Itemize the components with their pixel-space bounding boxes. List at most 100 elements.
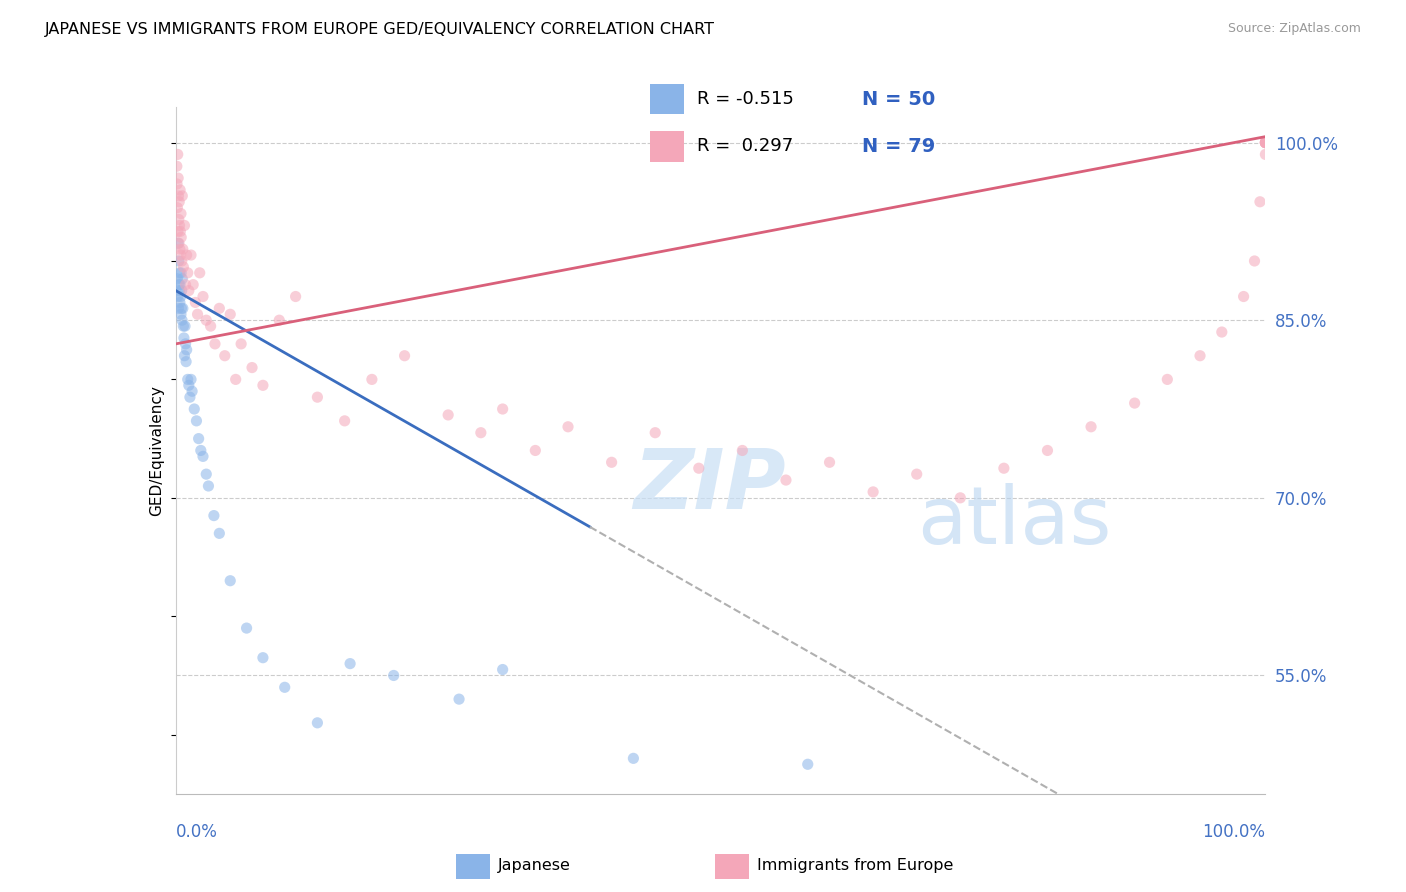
Point bbox=[214, 349, 236, 363]
Point bbox=[190, 443, 212, 458]
Point bbox=[557, 419, 579, 434]
Point bbox=[170, 266, 193, 280]
Point bbox=[177, 372, 200, 386]
Point bbox=[166, 177, 188, 191]
Point bbox=[688, 461, 710, 475]
Point bbox=[172, 260, 194, 274]
Point bbox=[1254, 136, 1277, 150]
Point bbox=[252, 378, 274, 392]
Point bbox=[166, 289, 188, 303]
Point bbox=[252, 650, 274, 665]
Point bbox=[492, 402, 515, 417]
Text: 0.0%: 0.0% bbox=[176, 823, 218, 841]
Point bbox=[382, 668, 405, 682]
Text: R =  0.297: R = 0.297 bbox=[697, 137, 793, 155]
Point bbox=[949, 491, 972, 505]
FancyBboxPatch shape bbox=[650, 131, 683, 161]
Text: N = 79: N = 79 bbox=[862, 136, 935, 156]
Point bbox=[600, 455, 623, 469]
Point bbox=[169, 224, 191, 238]
Point bbox=[169, 242, 191, 256]
Point bbox=[307, 715, 329, 730]
Point bbox=[195, 313, 218, 327]
Point bbox=[170, 254, 193, 268]
Point bbox=[173, 331, 195, 345]
Text: ZIP: ZIP bbox=[633, 445, 786, 526]
Point bbox=[191, 450, 214, 464]
Point bbox=[1233, 289, 1256, 303]
Text: 100.0%: 100.0% bbox=[1202, 823, 1265, 841]
Point bbox=[169, 248, 191, 262]
Point bbox=[191, 289, 214, 303]
Point bbox=[166, 147, 188, 161]
Point bbox=[797, 757, 820, 772]
Point bbox=[169, 295, 191, 310]
Point bbox=[219, 307, 242, 321]
Point bbox=[470, 425, 492, 440]
Point bbox=[172, 319, 194, 334]
Point bbox=[179, 390, 201, 404]
Text: Source: ZipAtlas.com: Source: ZipAtlas.com bbox=[1227, 22, 1361, 36]
FancyBboxPatch shape bbox=[716, 855, 749, 879]
Point bbox=[394, 349, 416, 363]
Point bbox=[170, 230, 193, 244]
Point bbox=[202, 508, 225, 523]
Point bbox=[167, 171, 190, 186]
Point bbox=[173, 349, 195, 363]
Point bbox=[172, 242, 194, 256]
Point bbox=[177, 284, 200, 298]
Point bbox=[167, 254, 190, 268]
Point bbox=[177, 266, 200, 280]
Point bbox=[166, 201, 188, 215]
Point bbox=[167, 277, 190, 292]
Point bbox=[166, 271, 188, 285]
Point bbox=[187, 432, 209, 446]
Point bbox=[492, 663, 515, 677]
Point bbox=[1249, 194, 1271, 209]
Point bbox=[180, 372, 202, 386]
Point bbox=[184, 295, 207, 310]
Point bbox=[1254, 136, 1277, 150]
Point bbox=[204, 337, 226, 351]
Point bbox=[524, 443, 547, 458]
Point bbox=[186, 414, 208, 428]
Point bbox=[174, 354, 197, 368]
Point bbox=[188, 266, 211, 280]
Point bbox=[1211, 325, 1233, 339]
Point bbox=[1123, 396, 1146, 410]
Point bbox=[177, 378, 200, 392]
Point bbox=[167, 236, 190, 251]
Point bbox=[775, 473, 797, 487]
Point bbox=[644, 425, 666, 440]
Point bbox=[339, 657, 361, 671]
Y-axis label: GED/Equivalency: GED/Equivalency bbox=[149, 385, 165, 516]
Point bbox=[176, 248, 198, 262]
Point bbox=[284, 289, 307, 303]
Text: Immigrants from Europe: Immigrants from Europe bbox=[758, 858, 953, 872]
Text: R = -0.515: R = -0.515 bbox=[697, 90, 794, 108]
Point bbox=[905, 467, 928, 482]
Point bbox=[172, 301, 194, 316]
Point bbox=[172, 271, 194, 285]
Point bbox=[621, 751, 644, 765]
Point bbox=[174, 277, 197, 292]
Point bbox=[437, 408, 460, 422]
Point bbox=[307, 390, 329, 404]
Point bbox=[167, 194, 190, 209]
Point bbox=[1156, 372, 1178, 386]
Point bbox=[174, 337, 197, 351]
Point bbox=[1254, 136, 1277, 150]
Point bbox=[167, 212, 190, 227]
Text: N = 50: N = 50 bbox=[862, 89, 935, 109]
Point bbox=[1189, 349, 1212, 363]
Point bbox=[174, 319, 197, 334]
Point bbox=[1080, 419, 1102, 434]
Point bbox=[170, 284, 193, 298]
Point bbox=[274, 681, 297, 695]
Point bbox=[235, 621, 257, 635]
Point bbox=[172, 189, 194, 203]
Point bbox=[818, 455, 841, 469]
Point bbox=[208, 526, 231, 541]
Point bbox=[183, 402, 205, 417]
Point bbox=[1254, 136, 1277, 150]
